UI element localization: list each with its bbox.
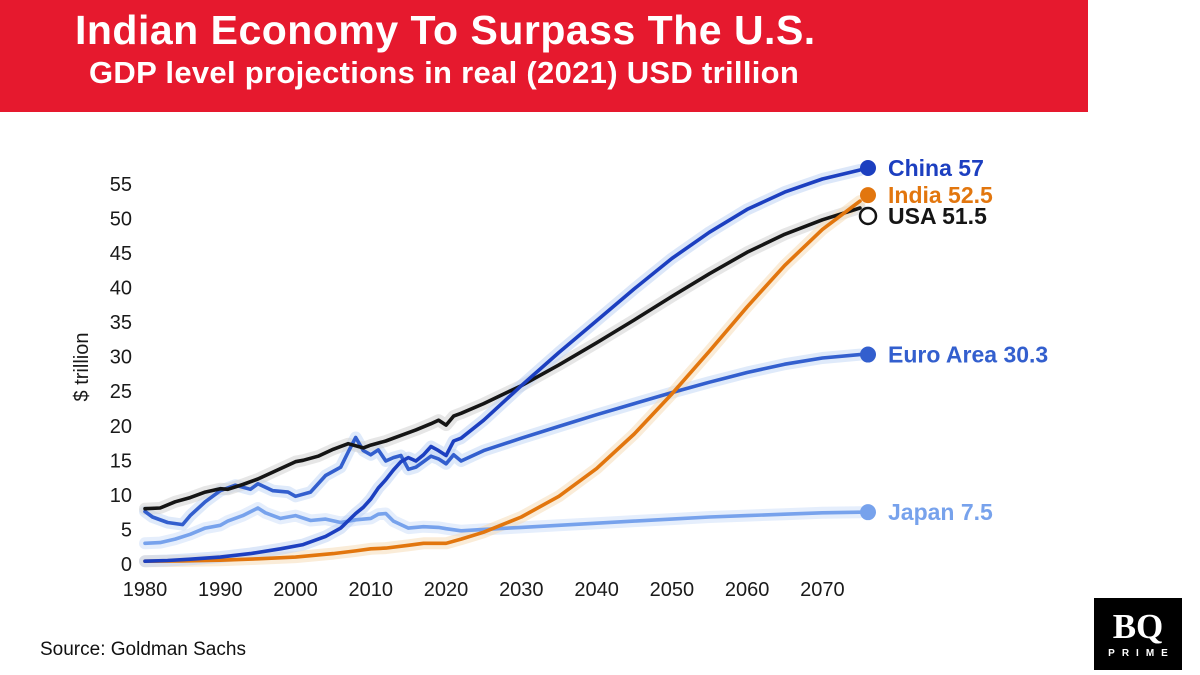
y-tick-15: 15 — [110, 450, 132, 472]
india-end-label: India 52.5 — [888, 182, 993, 208]
japan-line — [143, 506, 862, 546]
y-tick-35: 35 — [110, 312, 132, 334]
india-line — [143, 199, 862, 564]
x-tick-2020: 2020 — [424, 579, 469, 601]
y-tick-30: 30 — [110, 347, 132, 369]
bq-logo-text: BQ — [1112, 607, 1164, 646]
japan-endpoint — [860, 504, 876, 521]
chart-title: Indian Economy To Surpass The U.S. — [75, 7, 816, 53]
header-banner: Indian Economy To Surpass The U.S. GDP l… — [0, 0, 1088, 112]
y-tick-45: 45 — [110, 243, 132, 265]
usa-line-halo — [139, 202, 866, 515]
euro-area-endpoint — [860, 346, 876, 363]
chart-subtitle: GDP level projections in real (2021) USD… — [89, 55, 800, 91]
y-tick-55: 55 — [110, 174, 132, 196]
usa-endpoint — [858, 206, 878, 226]
india-endpoint — [860, 187, 876, 204]
y-tick-20: 20 — [110, 416, 132, 438]
x-tick-2070: 2070 — [800, 579, 845, 601]
euro-area-end-label: Euro Area 30.3 — [888, 342, 1048, 368]
china-line — [143, 168, 862, 564]
y-tick-5: 5 — [121, 519, 132, 541]
y-tick-0: 0 — [121, 554, 132, 576]
x-tick-2060: 2060 — [725, 579, 770, 601]
japan-end-label: Japan 7.5 — [888, 499, 993, 525]
x-tick-1980: 1980 — [123, 579, 168, 601]
x-tick-2050: 2050 — [650, 579, 695, 601]
x-tick-2010: 2010 — [349, 579, 394, 601]
y-tick-40: 40 — [110, 278, 132, 300]
y-axis-label: $ trillion — [71, 333, 93, 402]
gdp-projection-chart: 0 5 10 15 20 25 30 35 40 45 50 55 1980 1990 2000 2010 20… — [71, 155, 1048, 601]
bq-prime-logo: BQ PRIME — [1094, 598, 1182, 670]
usa-end-label: USA 51.5 — [888, 203, 987, 229]
china-end-label: China 57 — [888, 155, 984, 181]
source-note: Source: Goldman Sachs — [40, 639, 246, 660]
x-tick-2040: 2040 — [574, 579, 619, 601]
y-tick-25: 25 — [110, 381, 132, 403]
x-tick-2030: 2030 — [499, 579, 544, 601]
prime-logo-text: PRIME — [1108, 648, 1175, 659]
euro-area-line-halo — [139, 348, 866, 531]
x-tick-1990: 1990 — [198, 579, 243, 601]
y-tick-50: 50 — [110, 208, 132, 230]
x-tick-2000: 2000 — [273, 579, 318, 601]
usa-line — [143, 206, 862, 511]
china-endpoint — [860, 160, 876, 176]
y-tick-10: 10 — [110, 485, 132, 507]
